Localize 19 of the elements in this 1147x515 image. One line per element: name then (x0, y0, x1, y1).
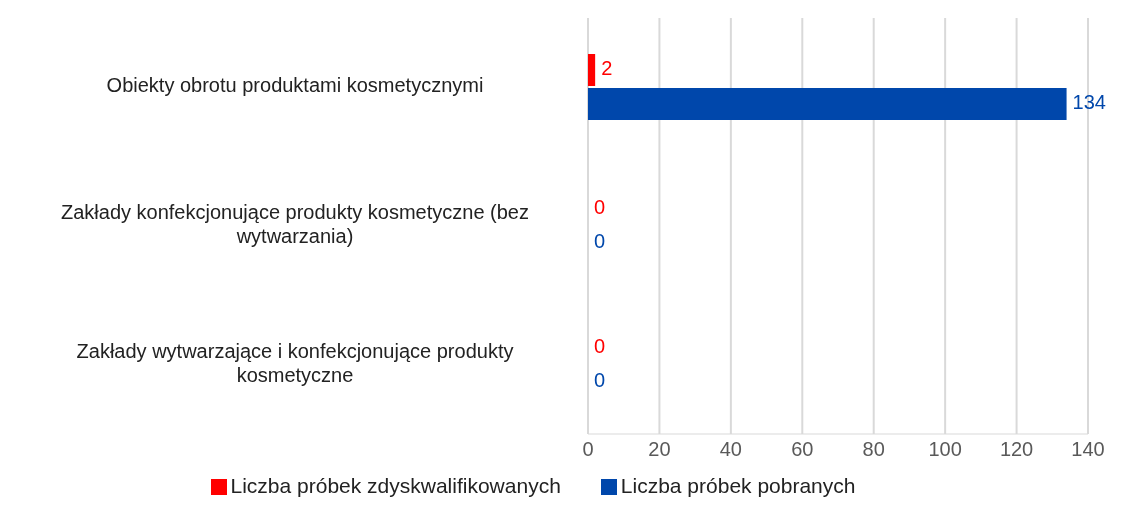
y-tick-label: Zakłady konfekcjonujące produkty kosmetyczne (bez wytwarzania) (60, 201, 530, 248)
data-label: 0 (594, 368, 606, 391)
y-tick-label: Zakłady wytwarzające i konfekcjonujące produkty kosmetyczne (76, 339, 514, 386)
data-label: 2 (601, 57, 613, 80)
x-tick-label: 80 (862, 438, 885, 461)
x-tick-label: 60 (791, 438, 814, 461)
data-label: 0 (594, 195, 606, 218)
x-tick-label: 20 (648, 438, 671, 461)
x-tick-label: 40 (719, 438, 742, 461)
data-label: 0 (594, 334, 606, 357)
x-tick-label: 100 (928, 438, 962, 461)
y-tick-label: Obiekty obrotu produktami kosmetycznymi (106, 74, 484, 97)
legend-label: Liczba próbek pobranych (620, 474, 856, 497)
x-tick-label: 140 (1071, 438, 1105, 461)
legend-label: Liczba próbek zdyskwalifikowanych (230, 474, 561, 497)
data-label: 134 (1072, 91, 1106, 114)
data-label: 0 (594, 229, 606, 252)
x-tick-label: 120 (999, 438, 1034, 461)
x-tick-label: 0 (582, 438, 594, 461)
